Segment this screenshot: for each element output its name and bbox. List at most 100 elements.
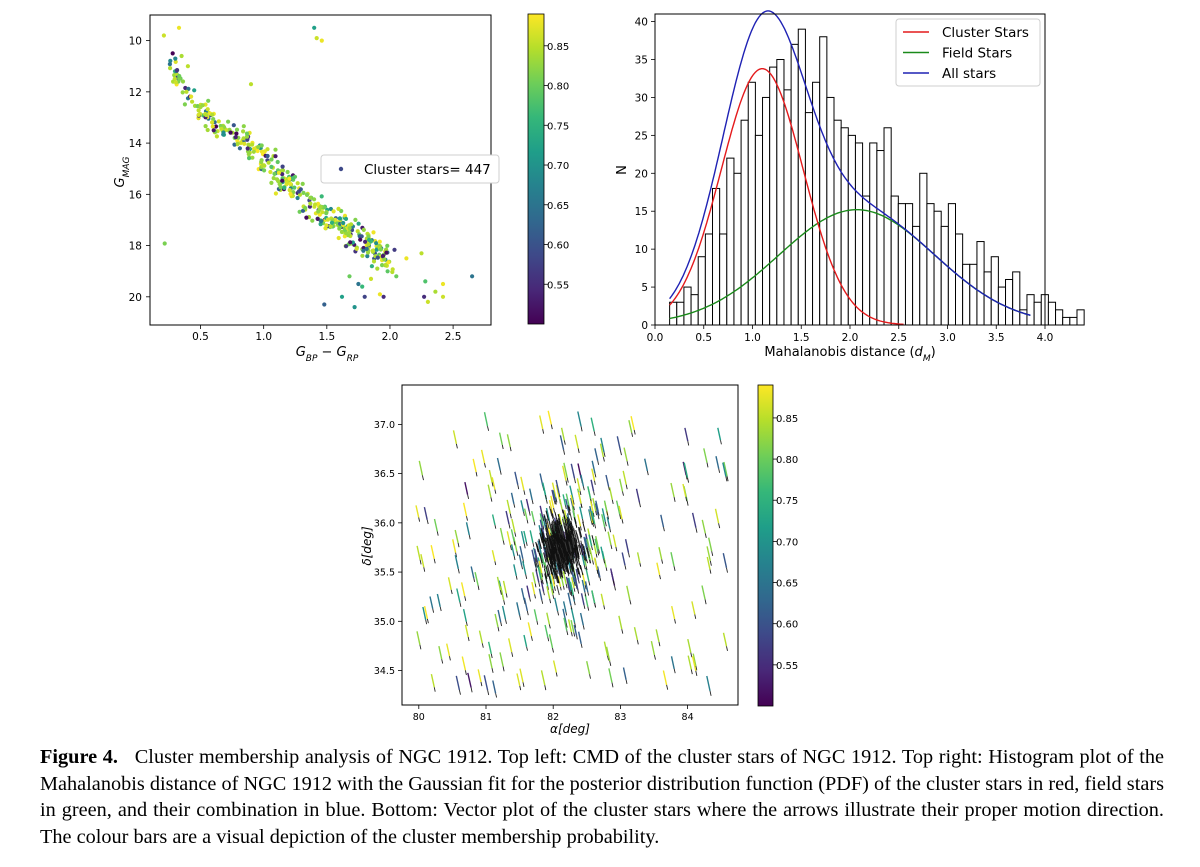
pm-vector-core bbox=[554, 540, 558, 551]
pm-vector-head bbox=[534, 562, 537, 567]
hist-bar bbox=[769, 66, 778, 326]
pm-vector bbox=[595, 535, 600, 550]
cmd-point bbox=[184, 89, 189, 94]
hist-bar bbox=[676, 301, 685, 326]
pm-vector-core bbox=[548, 537, 553, 549]
cmd-y-tick-label: 12 bbox=[129, 87, 142, 99]
pm-vector-core bbox=[563, 515, 567, 526]
pm-vector bbox=[525, 498, 530, 512]
pm-vector-head bbox=[611, 682, 614, 688]
pm-vector-head bbox=[659, 574, 661, 580]
hist-y-tick-label: 25 bbox=[635, 130, 648, 142]
cmd-point bbox=[200, 103, 205, 108]
vector-x-label: α[deg] bbox=[550, 722, 590, 736]
cmd-point bbox=[384, 250, 389, 255]
cmd-point bbox=[285, 169, 290, 175]
pm-vector bbox=[511, 518, 516, 533]
histogram-panel: 0.0 0.5 1.0 1.5 2.0 2.5 3.0 3.5 4.0 0 5 10 15 20 25 30… bbox=[615, 10, 1085, 364]
pm-vector-head bbox=[605, 567, 608, 572]
hist-bar bbox=[690, 294, 699, 326]
cmd-colorbar-gradient bbox=[527, 13, 545, 325]
pm-vector bbox=[579, 612, 584, 626]
pm-vector-head bbox=[625, 484, 628, 490]
pm-vector bbox=[708, 537, 713, 552]
pm-vector bbox=[566, 513, 571, 527]
pm-vector-core bbox=[574, 538, 579, 549]
pm-vector bbox=[430, 545, 435, 559]
pm-vector-head bbox=[501, 444, 504, 450]
pm-vector bbox=[559, 498, 563, 510]
pm-vector-head bbox=[568, 506, 571, 512]
pm-vector-head bbox=[441, 659, 444, 664]
pm-vector bbox=[508, 638, 513, 653]
pm-vector-head bbox=[706, 462, 709, 468]
hist-y-tick-label: 0 bbox=[641, 320, 648, 332]
pm-vector-head bbox=[576, 635, 578, 640]
pm-vector-head bbox=[421, 475, 424, 481]
cmd-point bbox=[278, 185, 283, 190]
hist-x-tick-label: 1.5 bbox=[793, 332, 810, 344]
pm-vector bbox=[565, 576, 571, 591]
pm-vector-head bbox=[594, 480, 596, 485]
pm-vector-head bbox=[606, 511, 609, 516]
pm-vector bbox=[574, 577, 579, 590]
pm-vector-head bbox=[573, 506, 575, 511]
pm-vector bbox=[460, 582, 466, 597]
pm-vector-core bbox=[541, 539, 545, 550]
pm-vector-head bbox=[465, 621, 468, 626]
pm-vector-head bbox=[597, 551, 600, 556]
cmd-point bbox=[381, 253, 386, 258]
pm-vector-head bbox=[525, 574, 528, 579]
pm-vector-head bbox=[639, 502, 641, 508]
cmd-legend-marker bbox=[338, 166, 344, 172]
pm-vector bbox=[591, 460, 596, 474]
pm-vector-core bbox=[558, 547, 563, 559]
cmd-point bbox=[265, 153, 270, 159]
pm-vector-head bbox=[536, 620, 539, 625]
pm-vector-core bbox=[570, 561, 574, 572]
pm-vector-head bbox=[580, 526, 582, 531]
colorbar-tick-label: 0.60 bbox=[776, 620, 798, 631]
pm-vector-core bbox=[550, 508, 554, 520]
pm-vector bbox=[513, 564, 517, 576]
pm-vector-head bbox=[604, 521, 607, 527]
pm-vector-head bbox=[574, 622, 577, 628]
pm-vector-head bbox=[624, 565, 627, 570]
pm-vector bbox=[691, 512, 697, 528]
pm-vector-head bbox=[537, 562, 540, 567]
vector-x-tick-label: 83 bbox=[614, 712, 626, 723]
colorbar-tick-label: 0.65 bbox=[776, 579, 798, 590]
pm-vector-core bbox=[552, 535, 556, 546]
cmd-point bbox=[244, 134, 250, 139]
pm-vector-core bbox=[556, 573, 560, 584]
pm-vector-head bbox=[538, 582, 541, 587]
cmd-point bbox=[297, 209, 302, 214]
pm-vector bbox=[464, 481, 469, 495]
hist-y-tick-label: 10 bbox=[635, 244, 648, 256]
pm-vector-head bbox=[720, 440, 722, 445]
hist-x-tick-label: 2.0 bbox=[842, 332, 859, 344]
pm-vector bbox=[539, 505, 544, 518]
pm-vector-head bbox=[604, 527, 607, 532]
pm-vector bbox=[594, 538, 599, 552]
cmd-x-tick-label: 2.5 bbox=[445, 331, 462, 343]
pm-vector bbox=[624, 539, 630, 553]
pm-vector-head bbox=[457, 542, 460, 548]
pm-vector bbox=[534, 548, 539, 563]
pm-vector-head bbox=[530, 636, 533, 641]
cmd-y-tick-label: 10 bbox=[129, 36, 142, 48]
pm-vector bbox=[701, 585, 706, 600]
cmd-point bbox=[362, 294, 367, 299]
pm-vector-core bbox=[551, 548, 555, 560]
hist-bar bbox=[833, 119, 842, 326]
pm-vector-head bbox=[543, 591, 545, 596]
cmd-point bbox=[173, 80, 178, 85]
cmd-point bbox=[329, 220, 335, 225]
pm-vector bbox=[539, 513, 544, 526]
hist-bar bbox=[962, 263, 971, 326]
pm-vector-head bbox=[673, 566, 676, 572]
pm-vector-head bbox=[666, 684, 669, 690]
pm-vector-head bbox=[558, 492, 561, 498]
cmd-point bbox=[185, 64, 190, 69]
cmd-point bbox=[361, 227, 366, 232]
